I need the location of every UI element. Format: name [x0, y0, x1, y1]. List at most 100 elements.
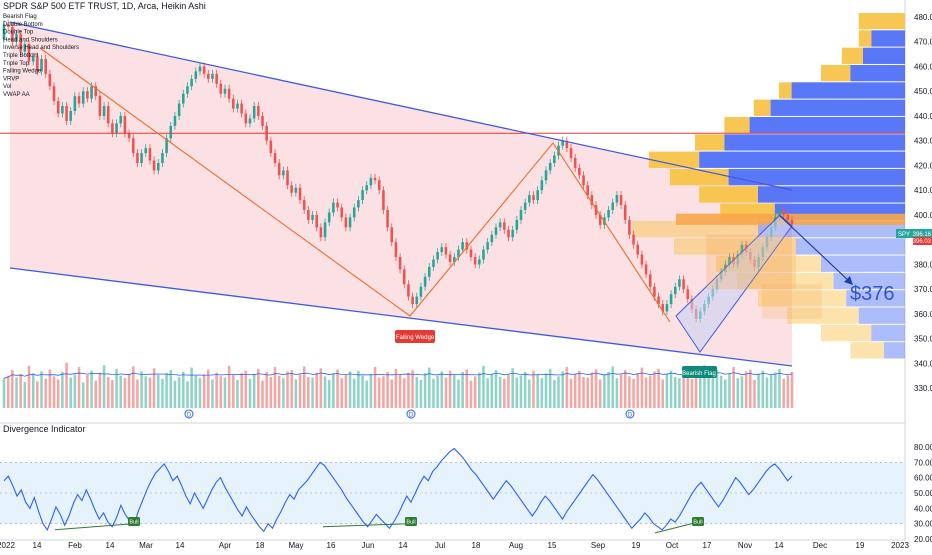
- candle-body: [640, 254, 644, 265]
- indicator-legend-item[interactable]: Bearish Flag: [3, 14, 37, 20]
- candle-body: [286, 170, 289, 186]
- volume-bar: [27, 365, 31, 408]
- candle-body: [661, 304, 665, 312]
- price-tick: 430.00: [914, 137, 932, 146]
- profile-bar-down: [753, 99, 771, 116]
- candle-body: [294, 187, 298, 193]
- prev-price-badge: 396.03: [913, 237, 932, 245]
- candle-body: [561, 140, 564, 146]
- volume-bar: [482, 365, 485, 408]
- time-tick: 14: [176, 541, 185, 550]
- volume-ma-line: [3, 372, 793, 379]
- candle-body: [598, 214, 602, 225]
- indicator-legend-item[interactable]: VRVP: [3, 76, 19, 82]
- bull-label: Bull: [129, 520, 138, 526]
- chart-title: SPDR S&P 500 ETF TRUST, 1D, Arca, Heikin…: [3, 1, 206, 11]
- divergence-pane: Bull Bull Bull: [0, 447, 905, 534]
- candle-body: [90, 86, 93, 99]
- indicator-legend[interactable]: Bearish Flag Double Bottom Double TopHead …: [3, 14, 79, 98]
- candle-body: [515, 219, 519, 230]
- indicator-legend-item[interactable]: Triple Top: [3, 61, 30, 67]
- volume-bar: [728, 373, 731, 408]
- volume-bar: [257, 368, 260, 408]
- volume-bar: [698, 371, 702, 408]
- candle-body: [15, 34, 18, 42]
- volume-bar: [749, 369, 752, 408]
- indicator-legend-item[interactable]: Vol: [3, 84, 11, 90]
- candle-body: [52, 86, 56, 102]
- candle-body: [181, 93, 185, 104]
- volume-bar: [377, 377, 381, 408]
- volume-bar: [586, 377, 589, 408]
- candle-body: [673, 286, 677, 295]
- volume-bar: [469, 380, 473, 408]
- volume-bar: [661, 379, 665, 408]
- candle-body: [615, 195, 619, 203]
- indicator-legend-item[interactable]: Triple Bottom: [3, 53, 38, 59]
- profile-bar-up: [858, 307, 905, 324]
- volume-bar: [636, 373, 640, 408]
- time-tick: 17: [703, 541, 712, 550]
- volume-bar: [419, 380, 423, 408]
- price-tick: 410.00: [914, 186, 932, 195]
- volume-bar: [236, 380, 239, 408]
- indicator-legend-item[interactable]: VWAP AA: [3, 92, 30, 98]
- volume-bar: [119, 375, 123, 408]
- osc-tick: 70.00: [914, 458, 932, 467]
- osc-tick: 80.00: [914, 443, 932, 452]
- indicator-legend-item[interactable]: Falling Wedge: [3, 69, 42, 75]
- candle-body: [340, 207, 343, 218]
- volume-bar: [302, 366, 306, 408]
- candle-body: [190, 78, 193, 87]
- candle-body: [636, 244, 640, 255]
- candle-body: [144, 148, 148, 154]
- candle-body: [419, 286, 423, 297]
- candle-body: [427, 266, 431, 277]
- divergence-title: Divergence Indicator: [3, 424, 86, 434]
- volume-bar: [427, 367, 431, 408]
- volume-bar: [444, 377, 448, 408]
- volume-bar: [436, 375, 439, 408]
- volume-bar: [507, 374, 510, 408]
- candle-body: [548, 162, 552, 171]
- time-tick: 19: [632, 541, 641, 550]
- volume-bar: [219, 376, 223, 408]
- bull-marker: [128, 517, 140, 526]
- volume-bar: [515, 377, 519, 408]
- volume-bar: [169, 370, 173, 408]
- volume-bar: [307, 376, 310, 408]
- volume-bar: [223, 377, 227, 408]
- price-tick: 480.00: [914, 13, 932, 22]
- indicator-legend-item[interactable]: Inverse Head and Shoulders: [3, 45, 79, 51]
- indicator-legend-item[interactable]: Head and Shoulders: [3, 37, 58, 43]
- volume-bar: [81, 382, 85, 408]
- candle-body: [444, 247, 448, 255]
- volume-bar: [98, 372, 102, 408]
- indicator-legend-item[interactable]: Double Bottom: [3, 22, 43, 28]
- candle-body: [269, 140, 273, 154]
- volume-bar: [44, 378, 47, 408]
- candle-body: [519, 210, 523, 220]
- candle-body: [244, 113, 248, 124]
- osc-tick: 40.00: [914, 504, 932, 513]
- volume-bar: [65, 362, 68, 408]
- candle-body: [465, 242, 469, 250]
- profile-bar-up: [795, 238, 905, 255]
- volume-bar: [52, 376, 56, 408]
- indicator-legend-item[interactable]: Double Top: [3, 30, 34, 36]
- candle-body: [194, 71, 198, 79]
- volume-bar: [715, 370, 719, 408]
- candle-body: [236, 103, 239, 109]
- volume-bar: [352, 378, 356, 408]
- bearish-flag-box: [675, 214, 793, 353]
- volume-bar: [761, 370, 765, 408]
- candle-body: [186, 86, 189, 94]
- candle-body: [282, 170, 285, 176]
- volume-bar: [73, 374, 77, 408]
- candle-body: [628, 219, 631, 235]
- time-tick: 15: [548, 541, 557, 550]
- volume-bar: [215, 372, 218, 408]
- candle-body: [77, 96, 81, 104]
